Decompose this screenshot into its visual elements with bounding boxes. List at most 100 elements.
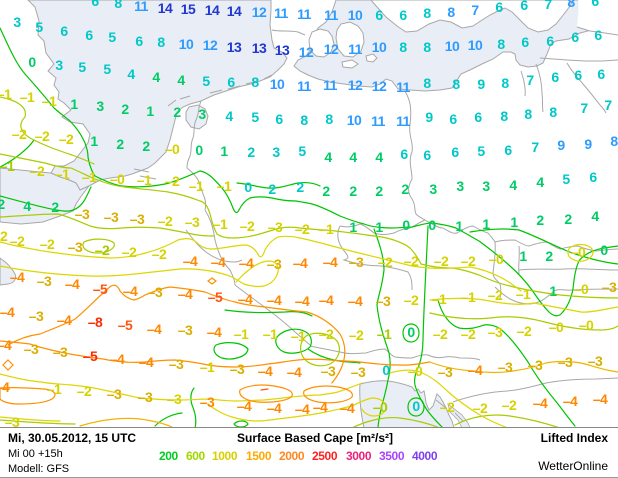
svg-text:2: 2	[536, 212, 544, 228]
svg-text:6: 6	[594, 27, 602, 43]
svg-text:–8: –8	[88, 314, 103, 330]
svg-text:5: 5	[35, 19, 43, 35]
svg-text:–4: –4	[147, 321, 162, 337]
svg-text:–3: –3	[178, 322, 193, 338]
svg-text:0: 0	[412, 398, 420, 414]
svg-text:6: 6	[495, 0, 503, 15]
svg-text:6: 6	[591, 0, 599, 9]
svg-text:–3: –3	[130, 211, 145, 227]
svg-text:–0: –0	[571, 244, 586, 260]
svg-text:8: 8	[501, 75, 509, 91]
svg-text:–3: –3	[24, 341, 39, 357]
svg-text:–2: –2	[517, 323, 532, 339]
svg-text:–3: –3	[148, 284, 163, 300]
svg-text:–3: –3	[588, 353, 603, 369]
svg-text:8: 8	[423, 75, 431, 91]
svg-text:–0: –0	[549, 319, 564, 335]
svg-text:–3: –3	[185, 214, 200, 230]
svg-text:1: 1	[220, 143, 228, 159]
svg-text:–2: –2	[40, 236, 55, 252]
svg-text:6: 6	[451, 144, 459, 160]
svg-text:–3: –3	[498, 359, 513, 375]
svg-text:–4: –4	[0, 379, 10, 395]
svg-text:–3: –3	[376, 293, 391, 309]
svg-text:–1: –1	[263, 326, 278, 342]
svg-text:4: 4	[591, 208, 599, 224]
svg-text:12: 12	[252, 4, 267, 20]
svg-text:–2: –2	[152, 246, 167, 262]
svg-text:6: 6	[520, 0, 528, 13]
svg-text:–4: –4	[323, 254, 338, 270]
svg-text:–4: –4	[293, 255, 308, 271]
svg-text:6: 6	[375, 7, 383, 23]
svg-text:4: 4	[23, 198, 31, 214]
svg-text:–3: –3	[107, 386, 122, 402]
svg-text:6: 6	[474, 109, 482, 125]
svg-text:10: 10	[270, 76, 285, 92]
svg-text:–4: –4	[65, 276, 80, 292]
svg-text:2: 2	[564, 211, 572, 227]
svg-text:–4: –4	[313, 399, 328, 415]
svg-text:–2: –2	[349, 327, 364, 343]
svg-text:6: 6	[504, 142, 512, 158]
svg-text:6: 6	[423, 147, 431, 163]
svg-text:–2: –2	[59, 131, 74, 147]
svg-text:–2: –2	[404, 292, 419, 308]
svg-text:–3: –3	[321, 363, 336, 379]
svg-text:11: 11	[323, 77, 338, 93]
svg-text:–1: –1	[319, 221, 334, 237]
svg-text:10: 10	[347, 112, 362, 128]
svg-text:8: 8	[300, 112, 308, 128]
svg-text:1: 1	[455, 218, 463, 234]
svg-text:7: 7	[604, 97, 612, 113]
svg-text:0: 0	[244, 179, 252, 195]
svg-text:–1: –1	[432, 291, 447, 307]
svg-text:10: 10	[468, 37, 483, 53]
svg-text:–3: –3	[104, 209, 119, 225]
svg-text:6: 6	[60, 23, 68, 39]
svg-text:2: 2	[116, 136, 124, 152]
svg-text:3: 3	[429, 181, 437, 197]
svg-text:8: 8	[251, 74, 259, 90]
svg-text:13: 13	[227, 39, 242, 55]
svg-text:6: 6	[91, 0, 99, 9]
svg-text:0: 0	[407, 324, 415, 340]
svg-text:–2: –2	[77, 383, 92, 399]
svg-text:9: 9	[477, 76, 485, 92]
svg-text:8: 8	[423, 39, 431, 55]
svg-text:2: 2	[375, 183, 383, 199]
svg-text:–4: –4	[0, 304, 15, 320]
svg-text:2: 2	[349, 183, 357, 199]
svg-text:6: 6	[589, 169, 597, 185]
svg-text:7: 7	[531, 139, 539, 155]
svg-text:–0: –0	[574, 281, 589, 297]
svg-text:–5: –5	[118, 317, 133, 333]
svg-text:10: 10	[179, 36, 194, 52]
svg-text:8: 8	[447, 4, 455, 20]
svg-text:1: 1	[349, 219, 357, 235]
svg-text:2: 2	[51, 199, 59, 215]
svg-text:6: 6	[597, 66, 605, 82]
svg-text:12: 12	[372, 78, 387, 94]
svg-text:2: 2	[268, 181, 276, 197]
svg-text:–2: –2	[473, 400, 488, 416]
svg-text:15: 15	[181, 1, 196, 17]
svg-text:–5: –5	[208, 289, 223, 305]
svg-text:4: 4	[177, 72, 185, 88]
svg-text:5: 5	[78, 59, 86, 75]
svg-text:5: 5	[477, 143, 485, 159]
svg-text:–0: –0	[489, 251, 504, 267]
svg-text:–3: –3	[438, 364, 453, 380]
svg-text:–3: –3	[167, 391, 182, 407]
svg-text:4: 4	[127, 66, 135, 82]
svg-text:–1: –1	[516, 286, 531, 302]
svg-text:11: 11	[297, 6, 312, 22]
svg-text:–0: –0	[165, 141, 180, 157]
svg-text:9: 9	[557, 137, 565, 153]
svg-text:–1: –1	[0, 158, 15, 174]
svg-text:–1: –1	[55, 166, 70, 182]
svg-text:8: 8	[549, 104, 557, 120]
svg-text:–1: –1	[137, 172, 152, 188]
svg-text:–3: –3	[138, 389, 153, 405]
svg-text:–1: –1	[461, 289, 476, 305]
